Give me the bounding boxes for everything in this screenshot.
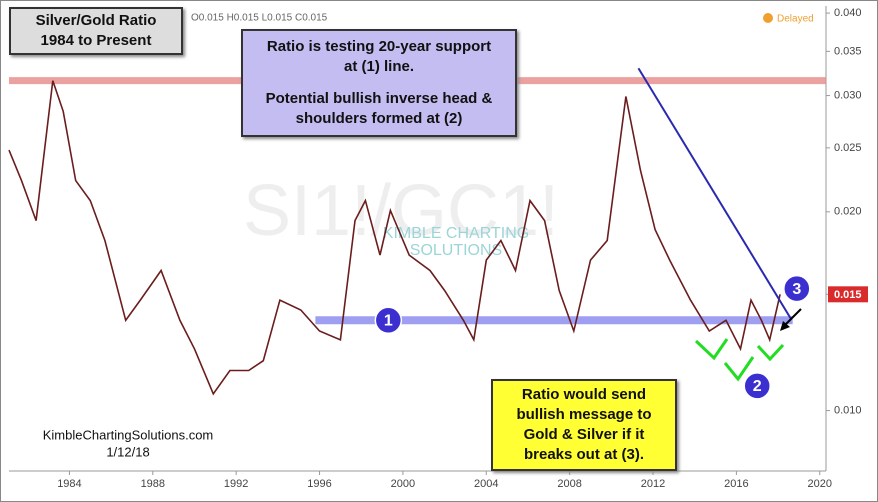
last-price-label: 0.015 <box>834 289 862 301</box>
arrow-head <box>780 321 790 331</box>
header: O0.015 H0.015 L0.015 C0.015 <box>191 13 328 24</box>
x-tick-label: 2012 <box>641 478 665 490</box>
note-line: at (1) line. <box>343 58 414 75</box>
price-line <box>8 80 781 396</box>
y-tick-label: 0.035 <box>834 45 862 57</box>
y-tick-label: 0.025 <box>834 142 862 154</box>
x-tick-label: 1984 <box>57 478 81 490</box>
x-tick-label: 1988 <box>141 478 165 490</box>
status: Delayed <box>777 14 814 25</box>
marker-label: 1 <box>384 313 393 330</box>
logo: SOLUTIONS <box>410 242 502 259</box>
callout-line: Gold & Silver if it <box>523 426 645 443</box>
x-tick-label: 1996 <box>307 478 331 490</box>
pattern-check <box>723 356 755 382</box>
watermark: SI1!/GC1! <box>243 171 559 251</box>
marker <box>743 372 771 400</box>
note-line: Potential bullish inverse head & <box>265 90 493 107</box>
callout-box: Ratio would send bullish message to Gold… <box>491 379 677 471</box>
note-box: Ratio is testing 20-year support at (1) … <box>241 29 517 137</box>
marker <box>783 274 811 303</box>
trend-line <box>637 67 792 319</box>
pattern-check <box>694 338 729 361</box>
y-tick-label: 0.010 <box>834 404 862 416</box>
callout-line: Ratio would send <box>521 386 647 403</box>
title-line: 1984 to Present <box>40 32 152 49</box>
x-tick-label: 2020 <box>808 478 832 490</box>
marker-label: 2 <box>753 378 762 395</box>
pattern-check <box>756 343 785 362</box>
last-price-box <box>828 286 868 303</box>
arrow <box>783 308 802 327</box>
y-tick-label: 0.030 <box>834 89 862 101</box>
y-tick-label: 0.020 <box>834 206 862 218</box>
callout-line: bullish message to <box>516 406 652 423</box>
x-tick-label: 1992 <box>224 478 248 490</box>
note-line: shoulders formed at (2) <box>295 110 463 127</box>
marker-label: 3 <box>792 281 801 298</box>
y-tick-label: 0.040 <box>834 7 862 19</box>
credit: 1/12/18 <box>106 444 149 459</box>
marker <box>374 306 403 335</box>
callout-line: breaks out at (3). <box>523 446 645 463</box>
credit: KimbleChartingSolutions.com <box>43 427 214 442</box>
note-line: Ratio is testing 20-year support <box>266 38 492 55</box>
x-tick-label: 2016 <box>724 478 748 490</box>
title-box: Silver/Gold Ratio 1984 to Present <box>9 7 183 55</box>
logo: KIMBLE CHARTING <box>383 225 529 242</box>
title-line: Silver/Gold Ratio <box>35 12 157 29</box>
x-tick-label: 2004 <box>474 478 498 490</box>
status-icon <box>763 13 773 23</box>
x-tick-label: 2000 <box>391 478 415 490</box>
x-tick-label: 2008 <box>557 478 581 490</box>
